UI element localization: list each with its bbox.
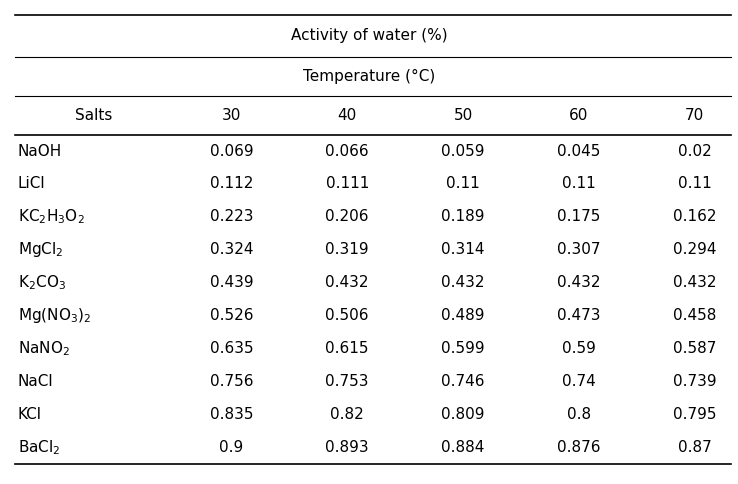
Text: Temperature (°C): Temperature (°C) — [303, 69, 435, 84]
Text: 0.11: 0.11 — [678, 177, 711, 191]
Text: 0.223: 0.223 — [210, 210, 253, 224]
Text: 0.59: 0.59 — [562, 341, 596, 356]
Text: 0.432: 0.432 — [441, 275, 485, 290]
Text: 30: 30 — [221, 108, 241, 122]
Text: 0.74: 0.74 — [562, 374, 596, 389]
Text: NaCl: NaCl — [18, 374, 53, 389]
Text: 0.432: 0.432 — [557, 275, 601, 290]
Text: 0.206: 0.206 — [325, 210, 369, 224]
Text: 0.884: 0.884 — [441, 440, 485, 454]
Text: 0.059: 0.059 — [441, 144, 485, 158]
Text: 0.635: 0.635 — [210, 341, 253, 356]
Text: Salts: Salts — [75, 108, 113, 122]
Text: 0.307: 0.307 — [557, 242, 601, 257]
Text: 0.294: 0.294 — [673, 242, 717, 257]
Text: 0.489: 0.489 — [441, 308, 485, 323]
Text: 0.739: 0.739 — [673, 374, 717, 389]
Text: 0.066: 0.066 — [325, 144, 369, 158]
Text: 0.112: 0.112 — [210, 177, 253, 191]
Text: 0.835: 0.835 — [210, 407, 253, 422]
Text: 0.876: 0.876 — [557, 440, 601, 454]
Text: 0.432: 0.432 — [673, 275, 717, 290]
Text: 0.8: 0.8 — [567, 407, 591, 422]
Text: 0.756: 0.756 — [210, 374, 253, 389]
Text: 0.795: 0.795 — [673, 407, 717, 422]
Text: 0.587: 0.587 — [673, 341, 717, 356]
Text: 0.162: 0.162 — [673, 210, 717, 224]
Text: 0.473: 0.473 — [557, 308, 601, 323]
Text: 0.87: 0.87 — [678, 440, 711, 454]
Text: NaOH: NaOH — [18, 144, 62, 158]
Text: 0.11: 0.11 — [446, 177, 480, 191]
Text: 0.432: 0.432 — [325, 275, 369, 290]
Text: K$_2$CO$_3$: K$_2$CO$_3$ — [18, 273, 66, 292]
Text: 0.189: 0.189 — [441, 210, 485, 224]
Text: 0.175: 0.175 — [557, 210, 601, 224]
Text: 0.314: 0.314 — [441, 242, 485, 257]
Text: 0.111: 0.111 — [325, 177, 369, 191]
Text: 0.319: 0.319 — [325, 242, 369, 257]
Text: 0.526: 0.526 — [210, 308, 253, 323]
Text: 60: 60 — [569, 108, 589, 122]
Text: 0.809: 0.809 — [441, 407, 485, 422]
Text: 0.753: 0.753 — [325, 374, 369, 389]
Text: 0.82: 0.82 — [331, 407, 364, 422]
Text: 0.11: 0.11 — [562, 177, 596, 191]
Text: LiCl: LiCl — [18, 177, 45, 191]
Text: KC$_2$H$_3$O$_2$: KC$_2$H$_3$O$_2$ — [18, 208, 84, 226]
Text: 40: 40 — [337, 108, 357, 122]
Text: Activity of water (%): Activity of water (%) — [291, 29, 447, 43]
Text: NaNO$_2$: NaNO$_2$ — [18, 339, 69, 358]
Text: 0.458: 0.458 — [673, 308, 717, 323]
Text: 0.02: 0.02 — [678, 144, 711, 158]
Text: 0.506: 0.506 — [325, 308, 369, 323]
Text: 0.615: 0.615 — [325, 341, 369, 356]
Text: 0.439: 0.439 — [210, 275, 253, 290]
Text: MgCl$_2$: MgCl$_2$ — [18, 240, 63, 259]
Text: 0.746: 0.746 — [441, 374, 485, 389]
Text: 0.9: 0.9 — [219, 440, 244, 454]
Text: 0.069: 0.069 — [210, 144, 253, 158]
Text: BaCl$_2$: BaCl$_2$ — [18, 438, 61, 456]
Text: 0.045: 0.045 — [557, 144, 601, 158]
Text: Mg(NO$_3$)$_2$: Mg(NO$_3$)$_2$ — [18, 306, 91, 325]
Text: KCl: KCl — [18, 407, 42, 422]
Text: 50: 50 — [453, 108, 473, 122]
Text: 0.893: 0.893 — [325, 440, 369, 454]
Text: 0.324: 0.324 — [210, 242, 253, 257]
Text: 0.599: 0.599 — [441, 341, 485, 356]
Text: 70: 70 — [685, 108, 705, 122]
